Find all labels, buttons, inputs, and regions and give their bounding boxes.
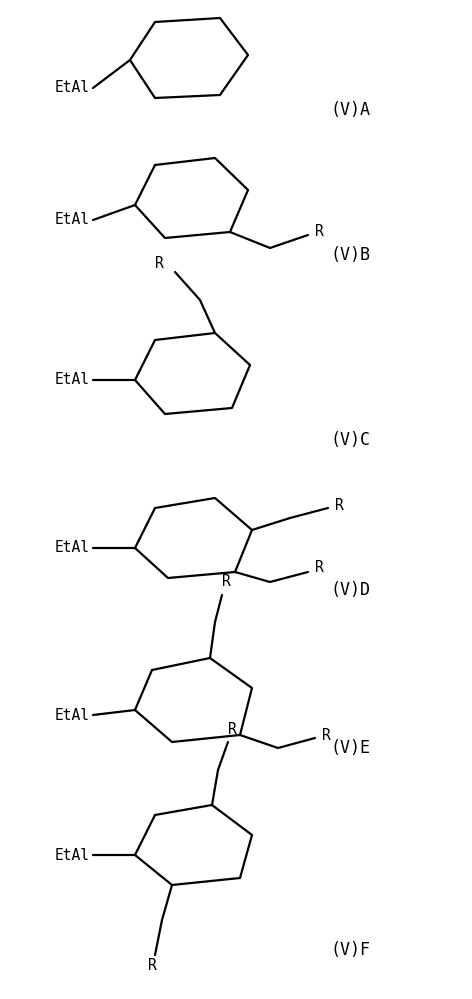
Text: R: R bbox=[155, 256, 164, 271]
Text: R: R bbox=[315, 560, 324, 575]
Text: R: R bbox=[148, 957, 157, 972]
Text: EtAl: EtAl bbox=[55, 540, 90, 555]
Text: (V)F: (V)F bbox=[330, 941, 370, 959]
Text: R: R bbox=[228, 722, 237, 737]
Text: EtAl: EtAl bbox=[55, 213, 90, 228]
Text: (V)B: (V)B bbox=[330, 246, 370, 264]
Text: (V)E: (V)E bbox=[330, 739, 370, 757]
Text: (V)C: (V)C bbox=[330, 431, 370, 449]
Text: EtAl: EtAl bbox=[55, 373, 90, 388]
Text: R: R bbox=[322, 727, 331, 742]
Text: EtAl: EtAl bbox=[55, 707, 90, 722]
Text: R: R bbox=[315, 225, 324, 240]
Text: (V)D: (V)D bbox=[330, 581, 370, 599]
Text: R: R bbox=[335, 498, 344, 512]
Text: R: R bbox=[222, 574, 231, 589]
Text: EtAl: EtAl bbox=[55, 81, 90, 96]
Text: (V)A: (V)A bbox=[330, 101, 370, 119]
Text: EtAl: EtAl bbox=[55, 847, 90, 862]
